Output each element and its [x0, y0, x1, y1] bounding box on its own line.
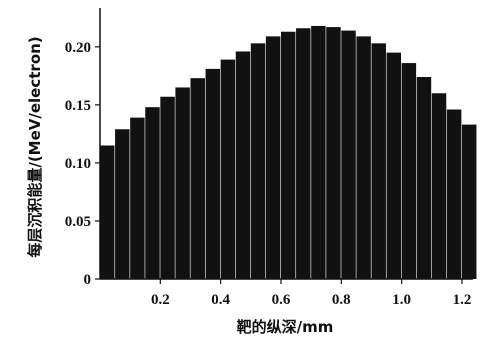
bar: [296, 28, 311, 280]
bar: [311, 25, 326, 279]
y-tick-label: 0.10: [65, 156, 91, 172]
bar: [280, 31, 296, 279]
bar: [100, 145, 115, 279]
bar: [265, 36, 281, 279]
bar: [115, 129, 130, 279]
x-tick-label: 1.0: [392, 292, 411, 308]
bar: [130, 117, 145, 279]
bar: [205, 68, 221, 280]
bar: [416, 77, 432, 279]
bar: [356, 36, 371, 279]
bar: [401, 63, 417, 279]
bar: [220, 59, 236, 279]
bar: [190, 78, 205, 280]
x-tick-label: 0.8: [332, 292, 351, 308]
bars-group: [100, 25, 477, 280]
bar: [461, 124, 477, 280]
y-tick-label: 0.15: [65, 98, 91, 114]
bar: [431, 93, 447, 280]
x-tick-label: 0.2: [151, 292, 170, 308]
y-tick-label: 0.20: [65, 40, 91, 56]
x-tick-label: 0.4: [211, 292, 230, 308]
y-tick-label: 0: [84, 272, 92, 288]
y-tick-label: 0.05: [65, 214, 91, 230]
bar: [371, 43, 386, 280]
bar: [326, 27, 341, 279]
bar: [250, 43, 266, 280]
y-axis-title: 每层沉积能量/(MeV/electron): [26, 36, 44, 257]
bar: [386, 52, 402, 280]
bar: [235, 51, 251, 279]
bar: [160, 96, 175, 280]
bar: [175, 87, 190, 280]
x-tick-label: 1.2: [453, 292, 472, 308]
x-ticks-group: 0.2 0.4 0.6 0.8 1.0 1.2: [151, 279, 471, 308]
y-ticks-group: 0 0.05 0.10 0.15 0.20: [65, 40, 100, 288]
bar: [341, 30, 356, 279]
bar: [145, 107, 160, 279]
x-axis-title: 靶的纵深/mm: [237, 318, 334, 336]
x-tick-label: 0.6: [272, 292, 291, 308]
bar: [446, 109, 462, 279]
